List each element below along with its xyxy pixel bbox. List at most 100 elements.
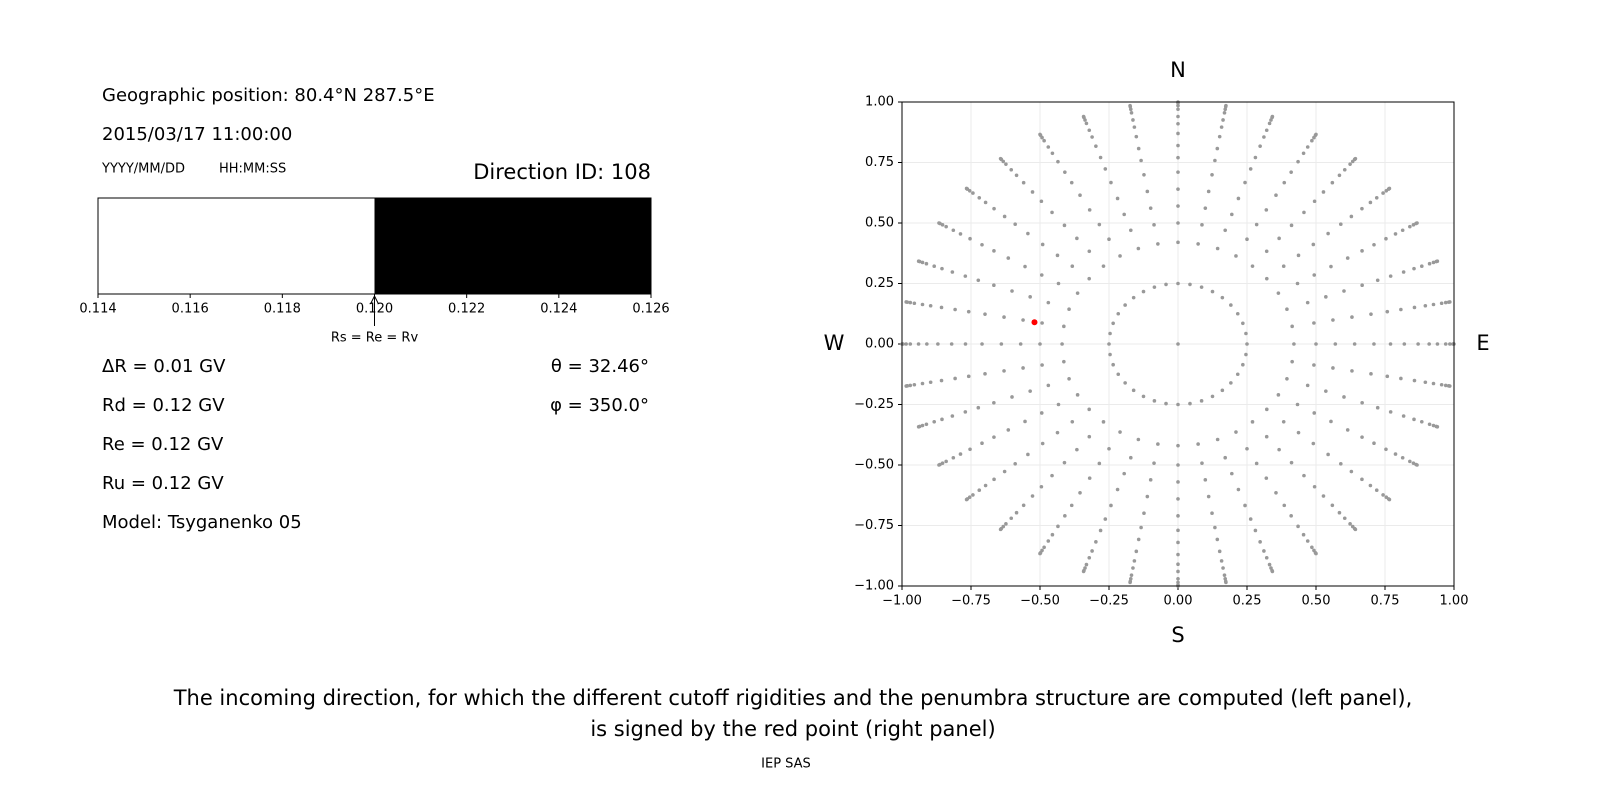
direction-point	[1040, 441, 1045, 446]
direction-point	[1241, 321, 1245, 326]
direction-point	[1131, 566, 1135, 570]
direction-point	[1412, 417, 1416, 422]
direction-point	[1103, 517, 1108, 521]
direction-point	[1038, 551, 1042, 556]
direction-point	[1141, 289, 1146, 294]
direction-point	[1004, 522, 1008, 526]
direction-point	[1372, 441, 1376, 446]
direction-point	[1075, 236, 1079, 241]
direction-point	[1416, 342, 1420, 346]
direction-point	[966, 309, 971, 314]
direction-point	[928, 303, 933, 308]
direction-point	[1302, 210, 1306, 215]
direction-point	[1136, 537, 1141, 542]
direction-point	[1415, 221, 1419, 225]
direction-point	[1375, 278, 1380, 283]
direction-point	[1350, 315, 1354, 319]
direction-point	[1368, 200, 1373, 205]
direction-point	[1312, 484, 1317, 489]
direction-point	[1314, 551, 1318, 556]
direction-point	[944, 459, 948, 464]
direction-point	[1038, 342, 1042, 346]
direction-point	[1220, 388, 1225, 393]
y-tick-label: −1.00	[854, 579, 894, 594]
direction-point	[1176, 528, 1180, 533]
direction-point	[1329, 419, 1333, 424]
direction-point	[1431, 302, 1436, 307]
direction-point	[1101, 420, 1106, 424]
direction-point	[980, 242, 984, 247]
direction-point	[1264, 555, 1269, 560]
direction-point	[1360, 477, 1364, 482]
y-tick-label: −0.75	[854, 518, 894, 533]
x-tick-label: 0.25	[1233, 594, 1262, 609]
direction-point	[1270, 114, 1275, 119]
direction-point	[1302, 473, 1306, 478]
direction-point	[1220, 295, 1225, 300]
caption: The incoming direction, for which the di…	[173, 686, 1413, 710]
direction-point	[1097, 222, 1102, 227]
direction-point	[1176, 170, 1180, 174]
x-tick-label: 0.124	[540, 302, 577, 317]
direction-point	[1443, 342, 1448, 346]
direction-point	[1131, 295, 1136, 300]
direction-point	[1039, 273, 1044, 277]
direction-point	[1296, 253, 1301, 258]
direction-point	[1081, 114, 1086, 119]
direction-point	[1136, 437, 1141, 442]
direction-point	[1375, 405, 1380, 410]
direction-point	[1002, 469, 1007, 474]
direction-point	[1401, 270, 1406, 274]
direction-point	[1134, 134, 1139, 139]
direction-point	[1250, 420, 1255, 424]
direction-point	[1326, 452, 1330, 457]
direction-point	[1349, 469, 1354, 474]
direction-point	[1039, 199, 1044, 204]
direction-point	[916, 424, 921, 429]
info-line: Model: Tsyganenko 05	[102, 512, 302, 533]
direction-point	[1236, 196, 1241, 201]
x-tick-label: 0.118	[264, 302, 301, 317]
direction-point	[1264, 276, 1269, 281]
center-point	[1176, 342, 1180, 346]
direction-point	[1128, 580, 1132, 585]
direction-point	[1384, 447, 1388, 452]
direction-point	[1118, 254, 1122, 258]
direction-point	[983, 200, 988, 205]
direction-point	[1176, 569, 1180, 574]
direction-point	[1101, 264, 1106, 268]
direction-point	[992, 283, 996, 288]
direction-point	[1164, 401, 1168, 406]
direction-point	[1063, 170, 1067, 174]
direction-point	[1062, 223, 1067, 228]
direction-point	[1353, 527, 1358, 532]
direction-point	[1132, 125, 1137, 129]
direction-point	[1050, 473, 1054, 478]
direction-point	[920, 260, 925, 265]
direction-point	[1123, 303, 1127, 307]
direction-point	[1312, 273, 1317, 277]
direction-point	[1229, 303, 1233, 307]
direction-point	[1427, 261, 1432, 266]
direction-point	[1176, 576, 1180, 581]
direction-point	[1321, 494, 1326, 498]
direction-point	[951, 228, 956, 233]
direction-point	[1264, 208, 1269, 212]
direction-point	[1312, 363, 1316, 367]
direction-point	[1055, 253, 1060, 258]
direction-point	[950, 414, 955, 418]
direction-point	[1006, 256, 1011, 260]
direction-point	[983, 372, 987, 376]
direction-point	[1305, 383, 1310, 388]
direction-point	[1262, 135, 1266, 139]
direction-point	[1295, 402, 1300, 407]
direction-point	[1419, 264, 1424, 268]
direction-point	[1270, 569, 1275, 574]
direction-point	[1087, 407, 1091, 412]
direction-point	[1188, 282, 1192, 287]
direction-point	[1369, 312, 1373, 316]
direction-point	[1176, 497, 1180, 501]
direction-point	[1107, 446, 1111, 451]
direction-point	[1050, 151, 1055, 156]
